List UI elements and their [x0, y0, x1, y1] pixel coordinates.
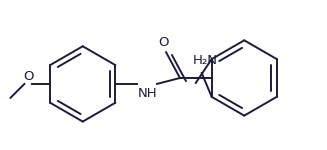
Text: NH: NH	[137, 87, 157, 100]
Text: O: O	[158, 36, 168, 49]
Text: H₂N: H₂N	[193, 54, 218, 67]
Text: O: O	[23, 70, 34, 83]
